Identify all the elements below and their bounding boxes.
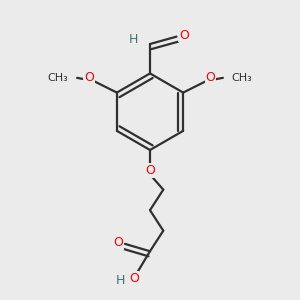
Text: H: H (116, 274, 125, 287)
Text: O: O (179, 29, 189, 42)
Text: O: O (114, 236, 123, 249)
Text: O: O (206, 71, 215, 84)
Text: O: O (84, 71, 94, 84)
Text: H: H (129, 33, 139, 46)
Text: CH₃: CH₃ (232, 73, 253, 83)
Text: CH₃: CH₃ (47, 73, 68, 83)
Text: O: O (145, 164, 155, 177)
Text: O: O (129, 272, 139, 285)
